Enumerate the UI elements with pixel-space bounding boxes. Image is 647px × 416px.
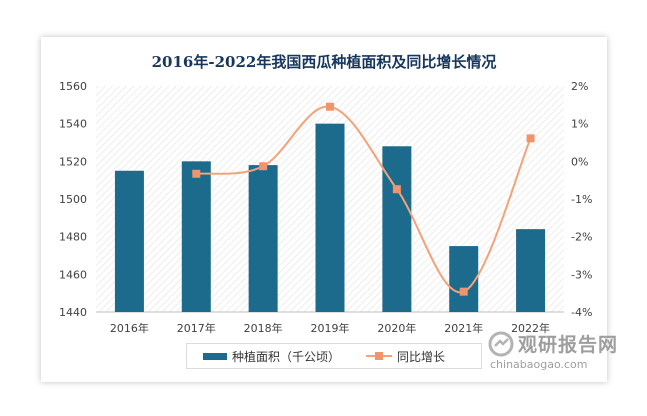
watermark-logo-icon — [488, 331, 514, 357]
y-right-tick-label: -3% — [571, 268, 592, 281]
bar-area — [382, 146, 412, 312]
y-left-tick-label: 1480 — [59, 231, 87, 244]
bar-area — [114, 170, 144, 312]
chart-title: 2016年-2022年我国西瓜种植面积及同比增长情况 — [151, 53, 497, 71]
legend-swatch-line — [366, 352, 393, 360]
y-left-tick-label: 1520 — [59, 155, 87, 168]
x-tick-label: 2020年 — [377, 321, 416, 335]
legend-label-area: 种植面积（千公顷） — [232, 349, 341, 364]
y-left-tick-label: 1540 — [59, 118, 87, 131]
y-left-tick-label: 1440 — [59, 306, 87, 319]
x-tick-label: 2018年 — [244, 321, 283, 335]
growth-point — [326, 102, 334, 111]
y-right-tick-label: -2% — [571, 231, 592, 244]
watermark: 观研报告网 chinabaogao.com — [488, 327, 618, 377]
growth-point — [459, 287, 468, 296]
bar-area — [181, 161, 211, 312]
growth-point — [259, 162, 268, 171]
y-left-tick-label: 1500 — [59, 193, 87, 206]
growth-point — [192, 169, 201, 178]
watermark-cn: 观研报告网 — [518, 334, 619, 356]
legend-item-growth: 同比增长 — [366, 348, 445, 365]
bar-area — [315, 123, 345, 313]
legend-swatch-bar — [203, 352, 227, 360]
growth-point — [392, 185, 401, 194]
y-right-tick-label: 2% — [571, 80, 588, 93]
legend-item-area: 种植面积（千公顷） — [203, 348, 340, 365]
chart-legend: 种植面积（千公顷） 同比增长 — [186, 343, 482, 369]
y-left-tick-label: 1560 — [59, 80, 87, 93]
legend-label-growth: 同比增长 — [397, 349, 446, 364]
x-tick-label: 2019年 — [311, 321, 350, 335]
y-right-tick-label: -1% — [571, 193, 592, 206]
bar-area — [248, 165, 278, 312]
y-right-tick-label: 1% — [571, 118, 588, 131]
growth-point — [526, 134, 535, 143]
bar-area — [516, 229, 546, 312]
x-tick-label: 2022年 — [511, 321, 550, 335]
x-tick-label: 2017年 — [177, 321, 216, 335]
y-right-tick-label: -4% — [571, 306, 592, 319]
x-tick-label: 2021年 — [444, 321, 483, 335]
x-tick-label: 2016年 — [110, 321, 149, 335]
y-right-tick-label: 0% — [571, 155, 588, 168]
watermark-en: chinabaogao.com — [490, 358, 588, 371]
y-left-tick-label: 1460 — [59, 268, 87, 281]
bar-area — [449, 246, 479, 312]
